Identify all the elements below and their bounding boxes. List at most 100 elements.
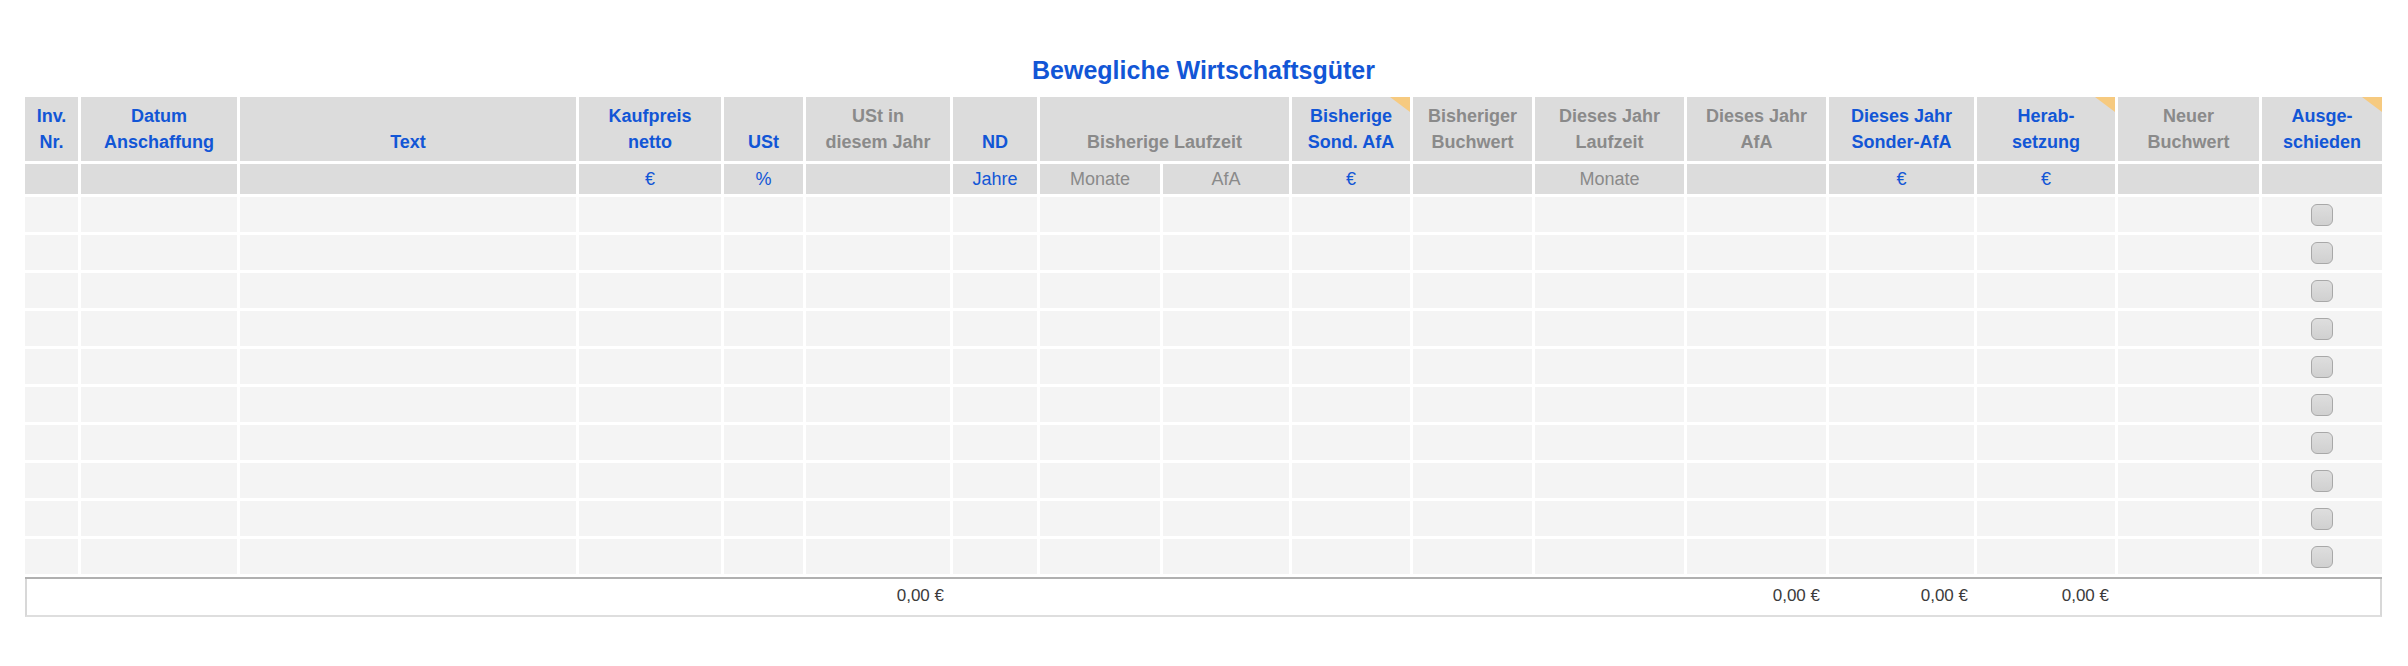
cell-bisherige-sond-afa[interactable] bbox=[1292, 425, 1410, 460]
cell-text[interactable] bbox=[240, 273, 576, 308]
unit-cell-dieses-jahr-laufzeit[interactable]: Monate bbox=[1535, 164, 1684, 194]
cell-herabsetzung[interactable] bbox=[1977, 273, 2115, 308]
cell-inv-nr[interactable] bbox=[25, 539, 78, 574]
column-header-bisherige-sond-afa[interactable]: BisherigeSond. AfA bbox=[1292, 97, 1410, 161]
total-cell-bisherige-sond-afa[interactable] bbox=[1294, 579, 1412, 613]
cell-herabsetzung[interactable] bbox=[1977, 425, 2115, 460]
total-cell-dieses-jahr-laufzeit[interactable] bbox=[1537, 579, 1686, 613]
cell-dieses-jahr-laufzeit[interactable] bbox=[1535, 387, 1684, 422]
cell-bisheriger-buchwert[interactable] bbox=[1413, 387, 1532, 422]
unit-cell-neuer-buchwert[interactable] bbox=[2118, 164, 2259, 194]
cell-ausgeschieden[interactable] bbox=[2262, 463, 2382, 498]
cell-ausgeschieden[interactable] bbox=[2262, 311, 2382, 346]
cell-dieses-jahr-afa[interactable] bbox=[1687, 311, 1826, 346]
total-cell-ausgeschieden[interactable] bbox=[2264, 579, 2384, 613]
unit-cell-datum-anschaffung[interactable] bbox=[81, 164, 237, 194]
total-cell-inv-nr[interactable] bbox=[27, 579, 80, 613]
cell-datum-anschaffung[interactable] bbox=[81, 425, 237, 460]
cell-neuer-buchwert[interactable] bbox=[2118, 463, 2259, 498]
ausgeschieden-checkbox[interactable] bbox=[2311, 280, 2333, 302]
cell-ust[interactable] bbox=[724, 273, 803, 308]
cell-afa-bisher[interactable] bbox=[1163, 539, 1289, 574]
column-header-nd[interactable]: ND bbox=[953, 97, 1037, 161]
cell-dieses-jahr-sonder-afa[interactable] bbox=[1829, 387, 1974, 422]
cell-bisherige-sond-afa[interactable] bbox=[1292, 273, 1410, 308]
cell-text[interactable] bbox=[240, 501, 576, 536]
cell-inv-nr[interactable] bbox=[25, 349, 78, 384]
cell-datum-anschaffung[interactable] bbox=[81, 501, 237, 536]
unit-cell-monate-bisher[interactable]: Monate bbox=[1040, 164, 1160, 194]
cell-monate-bisher[interactable] bbox=[1040, 197, 1160, 232]
total-cell-neuer-buchwert[interactable] bbox=[2120, 579, 2261, 613]
cell-nd[interactable] bbox=[953, 349, 1037, 384]
cell-neuer-buchwert[interactable] bbox=[2118, 425, 2259, 460]
cell-inv-nr[interactable] bbox=[25, 463, 78, 498]
cell-dieses-jahr-laufzeit[interactable] bbox=[1535, 425, 1684, 460]
cell-bisheriger-buchwert[interactable] bbox=[1413, 273, 1532, 308]
cell-bisherige-sond-afa[interactable] bbox=[1292, 463, 1410, 498]
cell-bisherige-sond-afa[interactable] bbox=[1292, 539, 1410, 574]
cell-text[interactable] bbox=[240, 311, 576, 346]
cell-ausgeschieden[interactable] bbox=[2262, 501, 2382, 536]
cell-text[interactable] bbox=[240, 539, 576, 574]
cell-dieses-jahr-laufzeit[interactable] bbox=[1535, 501, 1684, 536]
cell-inv-nr[interactable] bbox=[25, 501, 78, 536]
cell-monate-bisher[interactable] bbox=[1040, 235, 1160, 270]
cell-dieses-jahr-afa[interactable] bbox=[1687, 349, 1826, 384]
total-cell-herabsetzung[interactable]: 0,00 € bbox=[1979, 579, 2117, 613]
cell-bisheriger-buchwert[interactable] bbox=[1413, 539, 1532, 574]
column-header-inv-nr[interactable]: Inv.Nr. bbox=[25, 97, 78, 161]
cell-monate-bisher[interactable] bbox=[1040, 463, 1160, 498]
unit-cell-bisheriger-buchwert[interactable] bbox=[1413, 164, 1532, 194]
cell-kaufpreis-netto[interactable] bbox=[579, 463, 721, 498]
unit-cell-nd[interactable]: Jahre bbox=[953, 164, 1037, 194]
cell-kaufpreis-netto[interactable] bbox=[579, 311, 721, 346]
total-cell-kaufpreis-netto[interactable] bbox=[581, 579, 723, 613]
cell-dieses-jahr-sonder-afa[interactable] bbox=[1829, 311, 1974, 346]
cell-dieses-jahr-laufzeit[interactable] bbox=[1535, 539, 1684, 574]
column-header-ust[interactable]: USt bbox=[724, 97, 803, 161]
unit-cell-inv-nr[interactable] bbox=[25, 164, 78, 194]
cell-kaufpreis-netto[interactable] bbox=[579, 501, 721, 536]
cell-ust[interactable] bbox=[724, 501, 803, 536]
cell-kaufpreis-netto[interactable] bbox=[579, 539, 721, 574]
ausgeschieden-checkbox[interactable] bbox=[2311, 204, 2333, 226]
cell-neuer-buchwert[interactable] bbox=[2118, 501, 2259, 536]
cell-datum-anschaffung[interactable] bbox=[81, 273, 237, 308]
cell-dieses-jahr-laufzeit[interactable] bbox=[1535, 197, 1684, 232]
cell-text[interactable] bbox=[240, 425, 576, 460]
cell-afa-bisher[interactable] bbox=[1163, 197, 1289, 232]
ausgeschieden-checkbox[interactable] bbox=[2311, 432, 2333, 454]
unit-cell-kaufpreis-netto[interactable]: € bbox=[579, 164, 721, 194]
cell-herabsetzung[interactable] bbox=[1977, 539, 2115, 574]
cell-ausgeschieden[interactable] bbox=[2262, 349, 2382, 384]
cell-monate-bisher[interactable] bbox=[1040, 501, 1160, 536]
cell-ausgeschieden[interactable] bbox=[2262, 197, 2382, 232]
total-cell-text[interactable] bbox=[242, 579, 578, 613]
cell-dieses-jahr-laufzeit[interactable] bbox=[1535, 273, 1684, 308]
cell-dieses-jahr-afa[interactable] bbox=[1687, 387, 1826, 422]
cell-datum-anschaffung[interactable] bbox=[81, 387, 237, 422]
cell-herabsetzung[interactable] bbox=[1977, 311, 2115, 346]
cell-bisherige-sond-afa[interactable] bbox=[1292, 387, 1410, 422]
cell-nd[interactable] bbox=[953, 273, 1037, 308]
cell-dieses-jahr-sonder-afa[interactable] bbox=[1829, 501, 1974, 536]
cell-ust-in-diesem-jahr[interactable] bbox=[806, 425, 950, 460]
cell-bisheriger-buchwert[interactable] bbox=[1413, 197, 1532, 232]
unit-cell-afa-bisher[interactable]: AfA bbox=[1163, 164, 1289, 194]
cell-nd[interactable] bbox=[953, 501, 1037, 536]
cell-ust[interactable] bbox=[724, 311, 803, 346]
cell-dieses-jahr-afa[interactable] bbox=[1687, 425, 1826, 460]
cell-inv-nr[interactable] bbox=[25, 197, 78, 232]
cell-nd[interactable] bbox=[953, 425, 1037, 460]
cell-dieses-jahr-laufzeit[interactable] bbox=[1535, 235, 1684, 270]
cell-dieses-jahr-afa[interactable] bbox=[1687, 501, 1826, 536]
cell-herabsetzung[interactable] bbox=[1977, 387, 2115, 422]
cell-kaufpreis-netto[interactable] bbox=[579, 273, 721, 308]
cell-dieses-jahr-afa[interactable] bbox=[1687, 463, 1826, 498]
cell-dieses-jahr-sonder-afa[interactable] bbox=[1829, 463, 1974, 498]
cell-dieses-jahr-sonder-afa[interactable] bbox=[1829, 235, 1974, 270]
cell-datum-anschaffung[interactable] bbox=[81, 539, 237, 574]
cell-ust-in-diesem-jahr[interactable] bbox=[806, 349, 950, 384]
cell-ust[interactable] bbox=[724, 235, 803, 270]
